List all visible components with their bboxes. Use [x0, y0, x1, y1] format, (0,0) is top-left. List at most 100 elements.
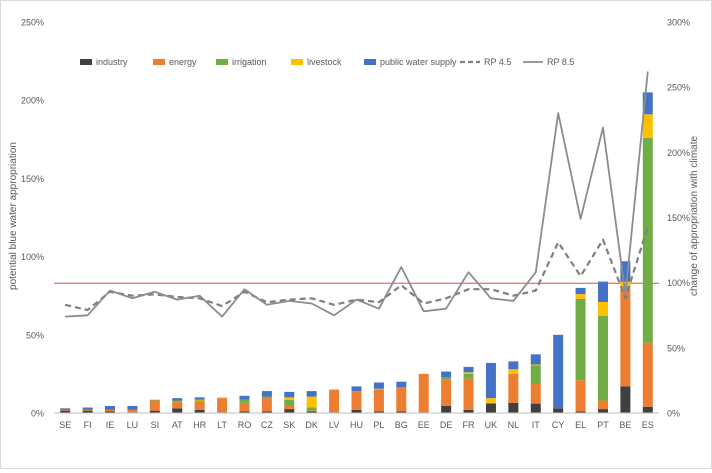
bar-public-water-supply — [597, 281, 608, 302]
bar-energy — [261, 398, 272, 412]
legend-label: RP 4.5 — [484, 57, 511, 67]
x-tick-label: DK — [305, 420, 318, 430]
series-line-RP-8-5 — [65, 71, 649, 318]
bar-public-water-supply — [553, 334, 564, 409]
y-tick-label: 200% — [21, 96, 44, 106]
x-tick-label: SI — [151, 420, 160, 430]
x-tick-label: LT — [217, 420, 227, 430]
y2-tick-label: 150% — [667, 213, 690, 223]
bar-irrigation — [261, 396, 272, 399]
bar-irrigation — [306, 407, 317, 411]
x-tick-label: ES — [642, 420, 654, 430]
bar-energy — [485, 402, 496, 404]
bar-public-water-supply — [373, 382, 384, 389]
bar-livestock — [194, 399, 205, 401]
y-tick-label: 100% — [21, 252, 44, 262]
x-tick-label: CY — [552, 420, 565, 430]
bar-industry — [172, 408, 183, 413]
bar-public-water-supply — [306, 391, 317, 397]
bar-irrigation — [642, 137, 653, 343]
bar-irrigation — [239, 399, 250, 403]
bar-industry — [239, 411, 250, 413]
bar-public-water-supply — [351, 386, 362, 392]
bar-energy — [530, 384, 541, 404]
bar-public-water-supply — [105, 405, 116, 410]
bar-energy — [642, 342, 653, 407]
bar-industry — [82, 410, 93, 413]
bar-irrigation — [194, 400, 205, 402]
bar-energy — [396, 387, 407, 412]
bar-public-water-supply — [485, 362, 496, 399]
legend-swatch — [216, 59, 228, 65]
x-tick-label: IE — [106, 420, 115, 430]
legend-label: public water supply — [380, 57, 457, 67]
bar-industry — [463, 409, 474, 413]
x-tick-label: RO — [238, 420, 252, 430]
bar-industry — [553, 408, 564, 413]
bar-public-water-supply — [284, 391, 295, 398]
bar-industry — [60, 410, 71, 413]
bar-industry — [396, 411, 407, 413]
bar-public-water-supply — [239, 395, 250, 400]
y2-tick-label: 0% — [667, 409, 680, 419]
bar-energy — [463, 378, 474, 410]
bar-energy — [575, 380, 586, 412]
x-tick-label: CZ — [261, 420, 273, 430]
bar-public-water-supply — [642, 92, 653, 115]
bar-industry — [105, 411, 116, 413]
bar-energy — [329, 389, 340, 413]
legend-swatch — [364, 59, 376, 65]
legend-label: energy — [169, 57, 197, 67]
bar-public-water-supply — [261, 391, 272, 397]
x-tick-label: UK — [485, 420, 498, 430]
bar-irrigation — [463, 373, 474, 379]
bar-industry — [597, 409, 608, 413]
bar-industry — [261, 411, 272, 413]
bar-industry — [351, 409, 362, 413]
bar-energy — [418, 373, 429, 413]
bar-industry — [441, 405, 452, 413]
bar-industry — [194, 409, 205, 413]
bar-industry — [620, 386, 631, 413]
y2-tick-label: 50% — [667, 343, 685, 353]
x-tick-label: PL — [373, 420, 384, 430]
y2-tick-label: 100% — [667, 278, 690, 288]
bar-livestock — [508, 369, 519, 374]
x-tick-label: HU — [350, 420, 363, 430]
bar-irrigation — [530, 365, 541, 385]
bar-public-water-supply — [60, 408, 71, 410]
bar-irrigation — [597, 316, 608, 401]
bar-energy — [284, 405, 295, 410]
bar-industry — [508, 402, 519, 413]
bar-energy — [172, 401, 183, 409]
bar-irrigation — [149, 399, 160, 401]
bar-livestock — [373, 388, 384, 390]
bar-energy — [620, 286, 631, 387]
legend-swatch — [80, 59, 92, 65]
bar-energy — [217, 398, 228, 413]
bar-energy — [149, 400, 160, 411]
x-tick-label: DE — [440, 420, 453, 430]
y2-tick-label: 250% — [667, 83, 690, 93]
bar-livestock — [217, 397, 228, 399]
legend-swatch — [291, 59, 303, 65]
legend-label: RP 8.5 — [547, 57, 574, 67]
legend-swatch — [153, 59, 165, 65]
bar-energy — [351, 391, 362, 410]
bar-public-water-supply — [172, 398, 183, 401]
bar-industry — [373, 411, 384, 413]
bar-livestock — [620, 281, 631, 287]
bar-livestock — [530, 364, 541, 366]
x-tick-label: FI — [84, 420, 92, 430]
bar-energy — [194, 401, 205, 410]
y-axis-label: potential blue water appropriation — [8, 142, 19, 290]
bar-public-water-supply — [620, 261, 631, 282]
bar-energy — [82, 409, 93, 411]
x-tick-label: FR — [463, 420, 475, 430]
y-tick-label: 150% — [21, 174, 44, 184]
x-tick-label: NL — [508, 420, 520, 430]
x-tick-label: SE — [59, 420, 71, 430]
bar-industry — [575, 411, 586, 413]
legend-label: industry — [96, 57, 128, 67]
